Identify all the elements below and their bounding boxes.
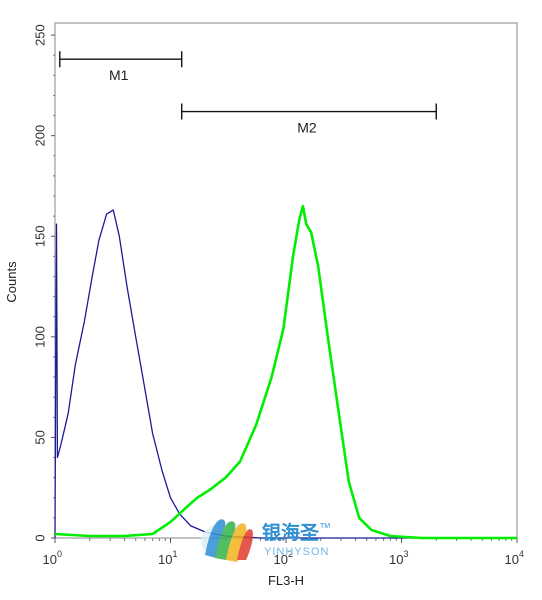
y-tick-label: 0 — [32, 534, 47, 541]
y-tick-label: 150 — [32, 225, 47, 247]
marker-layer: M1 M2 — [59, 51, 437, 136]
x-tick-exponent: 1 — [173, 549, 178, 559]
y-tick-label: 100 — [32, 326, 47, 348]
y-tick-label: 50 — [32, 430, 47, 444]
x-tick-exponent: 4 — [519, 549, 524, 559]
brand-name-en: YINHYSON — [264, 546, 329, 558]
y-tick-label: 200 — [32, 125, 47, 147]
marker-label: M1 — [109, 67, 129, 83]
x-axis-title: FL3-H — [268, 573, 304, 588]
x-tick-label: 10 — [43, 552, 57, 567]
control-histogram-line — [54, 209, 517, 539]
x-axis-ticks: 10 0 10 1 10 2 10 3 10 4 — [43, 538, 524, 567]
brand-trademark: TM — [320, 523, 330, 530]
x-tick-exponent: 0 — [57, 549, 62, 559]
brand-logo-icon — [201, 519, 253, 562]
y-axis-title: Counts — [4, 261, 19, 303]
x-tick-label: 10 — [274, 552, 288, 567]
x-tick-exponent: 3 — [404, 549, 409, 559]
brand-watermark: 银海圣 TM YINHYSON — [201, 519, 330, 562]
x-tick-exponent: 2 — [288, 549, 293, 559]
x-tick-label: 10 — [389, 552, 403, 567]
series-layer — [54, 204, 517, 540]
y-tick-label: 250 — [32, 24, 47, 46]
x-tick-label: 10 — [158, 552, 172, 567]
x-tick-label: 10 — [505, 552, 519, 567]
sample-histogram-line — [54, 204, 517, 540]
brand-name-cn: 银海圣 — [262, 521, 320, 544]
marker-label: M2 — [297, 120, 317, 136]
y-axis-ticks: 0 50 100 150 200 250 — [32, 24, 55, 542]
